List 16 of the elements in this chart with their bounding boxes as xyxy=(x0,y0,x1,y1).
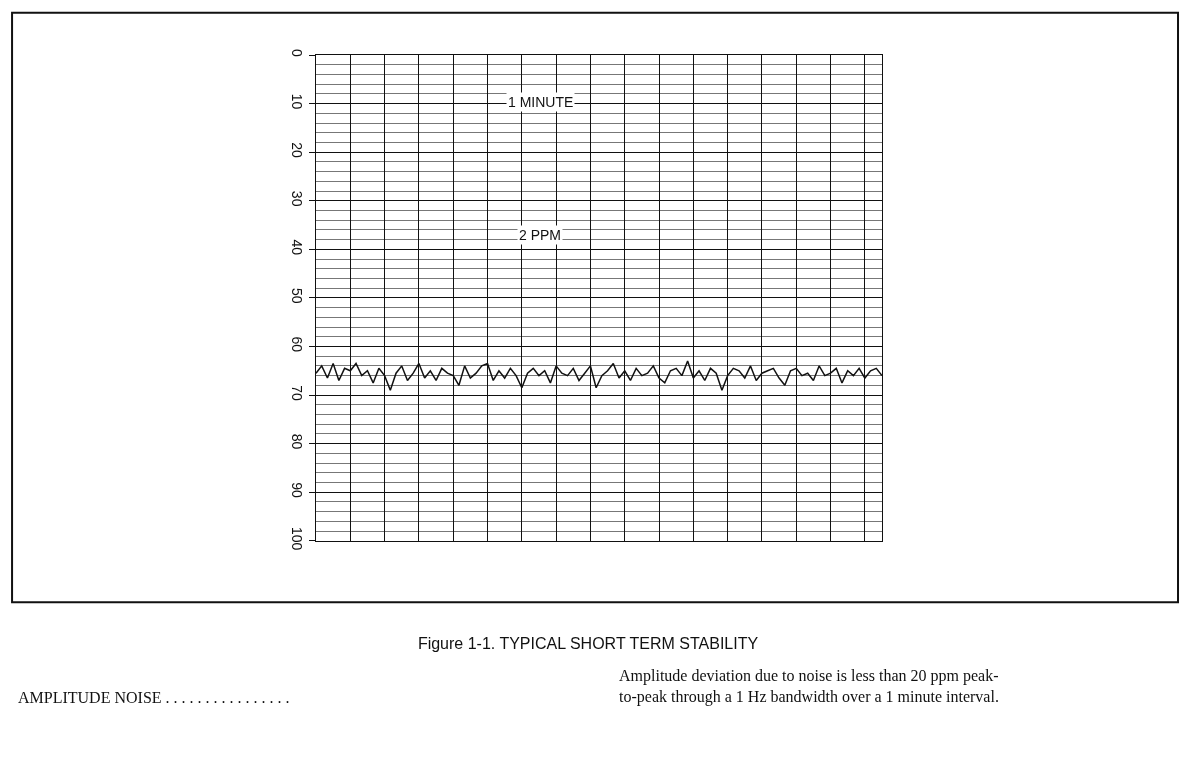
annotation: 1 MINUTE xyxy=(508,94,574,110)
y-tick-label: 60 xyxy=(289,336,306,353)
text: Figure 1-1. TYPICAL SHORT TERM STABILITY xyxy=(417,635,759,653)
annotation: 2 PPM xyxy=(519,227,562,243)
text: AMPLITUDE NOISE . . . . . . . . . . . . . . . . xyxy=(18,689,290,706)
y-tick-label: 80 xyxy=(289,433,306,450)
y-tick-label: 20 xyxy=(289,142,306,159)
y-tick-label: 100 xyxy=(289,527,306,551)
y-tick-label: 10 xyxy=(289,93,306,110)
y-tick-label: 0 xyxy=(289,49,306,57)
text: Amplitude deviation due to noise is less than 20 ppm peak- to-peak through a 1 Hz bandwidth over a 1 minute interval. xyxy=(619,667,999,706)
y-tick-label: 90 xyxy=(289,482,306,499)
y-tick-label: 40 xyxy=(289,239,306,256)
y-tick-label: 30 xyxy=(289,190,306,207)
y-tick-label: 50 xyxy=(289,288,306,304)
y-tick-label: 70 xyxy=(289,385,306,401)
